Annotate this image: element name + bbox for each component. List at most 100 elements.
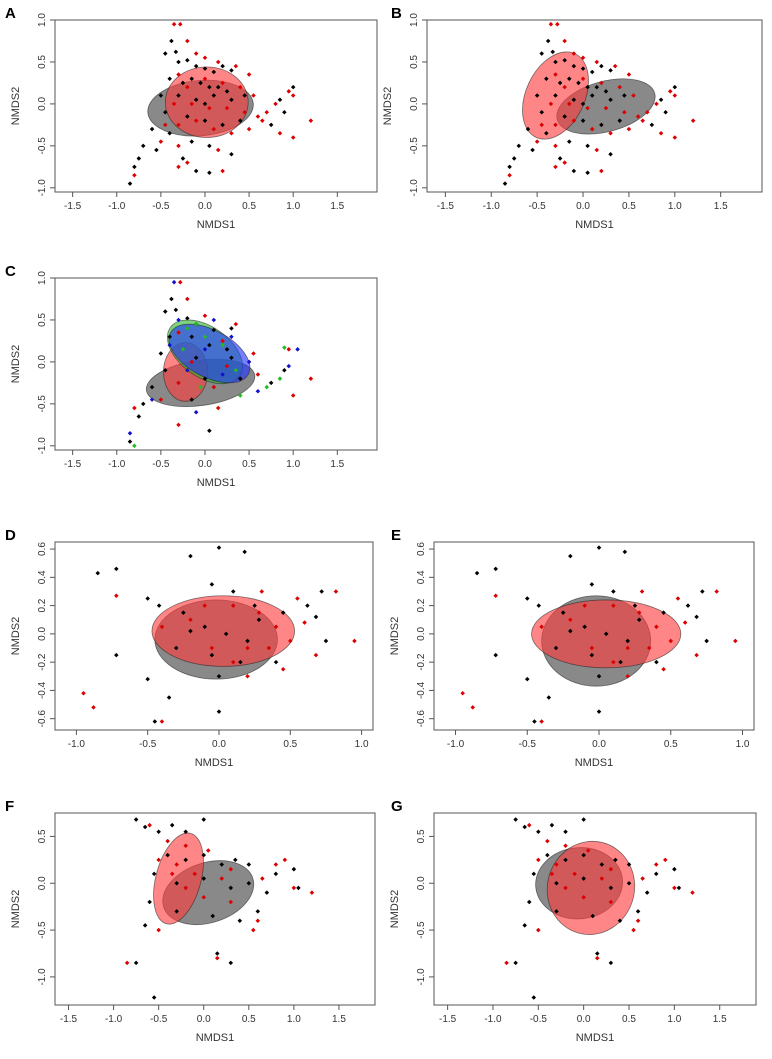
point-red — [563, 843, 568, 849]
point-black — [550, 49, 556, 55]
point-red — [333, 589, 339, 594]
x-tick-label: 0.5 — [242, 459, 256, 470]
y-axis-title: NMDS2 — [389, 890, 401, 929]
point-red — [611, 603, 616, 608]
point-red — [295, 596, 300, 601]
y-tick-label: -0.5 — [416, 921, 427, 939]
point-black — [169, 38, 174, 44]
y-tick-label: 0.5 — [37, 829, 48, 843]
point-red — [352, 638, 357, 644]
point-black — [513, 960, 518, 966]
point-red — [460, 690, 465, 696]
x-tick-label: -0.5 — [519, 739, 537, 750]
point-red — [171, 101, 177, 107]
point-red — [555, 21, 560, 27]
ellipse-layer — [153, 832, 255, 925]
point-black — [127, 439, 133, 444]
point-black — [596, 709, 602, 714]
point-black — [580, 101, 586, 107]
point-black — [173, 307, 179, 313]
ellipse-layer — [145, 319, 256, 407]
y-tick-label: -0.4 — [416, 681, 427, 699]
point-black — [237, 918, 243, 923]
point-black — [189, 397, 195, 402]
panel-letter: B — [391, 5, 402, 22]
point-red — [124, 960, 130, 966]
plot-frame — [54, 277, 378, 451]
point-black — [216, 709, 222, 714]
point-black — [202, 118, 208, 123]
y-tick-label: 0.5 — [416, 829, 427, 843]
point-black — [516, 143, 522, 149]
point-red — [640, 118, 645, 123]
chart-panel-c: C -1.5 -1.0 -0.5 0.0 0.5 1.0 1.5 -1.0 -0.5 0.0 0.5 1… — [0, 258, 386, 496]
point-black — [526, 899, 532, 905]
x-axis-title: NMDS1 — [197, 477, 236, 489]
point-red — [302, 620, 307, 625]
y-tick-label: 0.2 — [416, 598, 427, 612]
point-red — [580, 55, 586, 61]
point-red — [599, 168, 604, 174]
point-black — [611, 589, 616, 594]
point-black — [229, 355, 234, 360]
point-black — [207, 428, 212, 433]
point-red — [255, 918, 261, 923]
point-red — [625, 674, 630, 679]
plot-frame — [54, 541, 374, 731]
point-red — [694, 652, 699, 658]
point-red — [595, 955, 600, 961]
point-black — [685, 603, 691, 608]
x-tick-label: 0.5 — [664, 739, 678, 750]
point-black — [142, 824, 148, 830]
x-axis-title: NMDS1 — [575, 219, 614, 231]
point-red — [562, 160, 567, 165]
point-red — [192, 871, 197, 877]
point-red — [215, 147, 221, 153]
point-black — [193, 355, 199, 360]
point-red — [202, 55, 208, 61]
point-red — [193, 51, 199, 56]
point-black — [132, 164, 137, 170]
point-red — [132, 405, 137, 411]
point-red — [635, 918, 641, 923]
point-black — [589, 652, 595, 658]
point-black — [180, 80, 186, 86]
point-black — [282, 368, 287, 373]
y-axis-title: NMDS2 — [10, 87, 22, 126]
point-black — [653, 871, 659, 877]
ellipse-layer — [531, 595, 682, 687]
panel-letter: F — [5, 798, 14, 815]
point-red — [553, 122, 558, 128]
point-black — [264, 890, 270, 895]
point-black — [152, 719, 158, 724]
point-red — [178, 21, 183, 27]
chart-svg-c: C -1.5 -1.0 -0.5 0.0 0.5 1.0 1.5 -1.0 -0.5 0.0 0.5 1… — [5, 263, 378, 489]
point-red — [185, 38, 190, 44]
y-tick-label: -0.5 — [37, 395, 48, 413]
point-black — [193, 168, 199, 174]
point-black — [202, 66, 208, 71]
point-red — [290, 393, 296, 398]
x-tick-label: -1.5 — [64, 459, 82, 470]
point-red — [202, 313, 208, 319]
point-red — [273, 862, 279, 867]
point-black — [214, 951, 220, 956]
point-blue — [185, 368, 190, 373]
point-red — [672, 93, 678, 98]
point-black — [571, 168, 577, 174]
point-red — [690, 890, 695, 895]
x-axis-title: NMDS1 — [196, 1032, 235, 1044]
y-tick-label: 1.0 — [37, 13, 48, 27]
point-black — [136, 414, 142, 419]
point-black — [531, 995, 537, 1000]
point-black — [180, 156, 186, 161]
point-black — [237, 376, 243, 381]
point-red — [548, 21, 554, 27]
x-axis-title: NMDS1 — [195, 757, 234, 769]
point-black — [230, 589, 236, 594]
ellipse-layer — [147, 66, 254, 138]
point-blue — [255, 389, 261, 394]
point-black — [176, 59, 181, 65]
point-black — [539, 51, 544, 56]
y-tick-label: -0.5 — [37, 137, 48, 155]
